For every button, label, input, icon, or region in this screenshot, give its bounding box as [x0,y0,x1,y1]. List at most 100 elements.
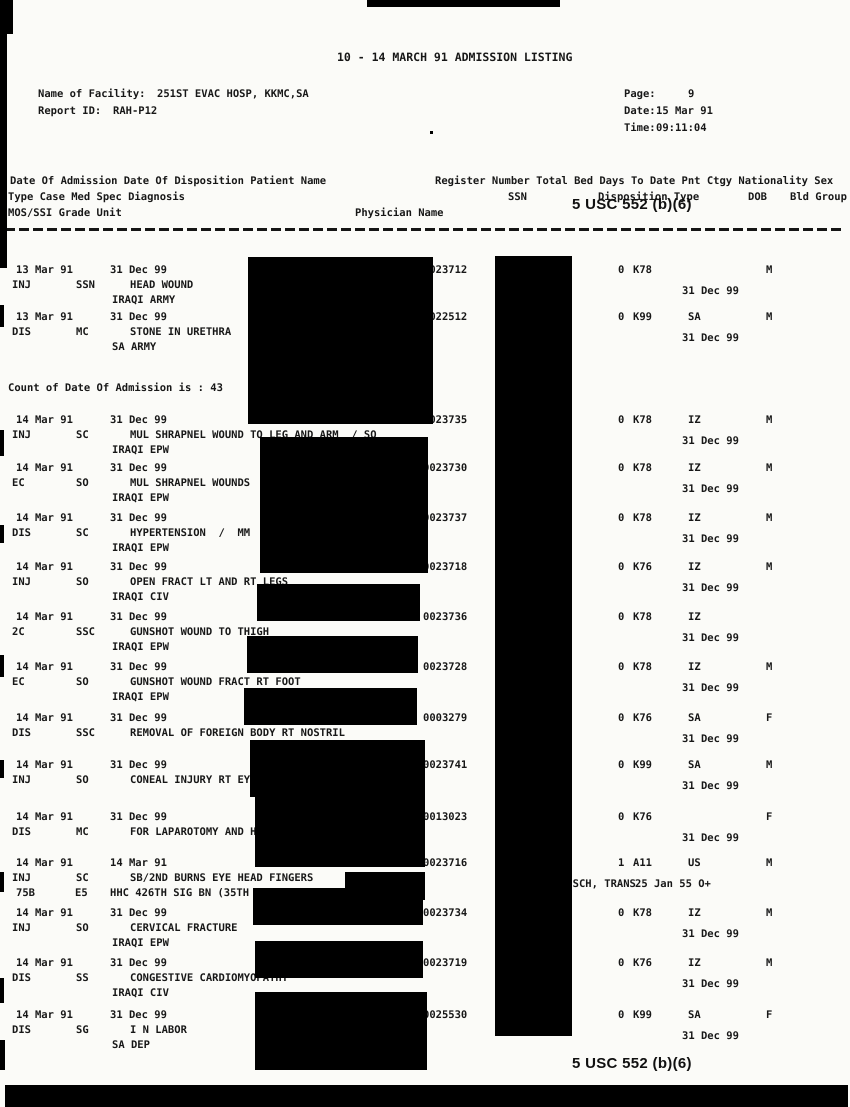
sex: M [766,857,773,869]
column-header-disposition-type: Disposition Type [598,191,700,203]
total-bed-days: 0 [618,1009,625,1021]
register-number: 0013023 [423,811,468,823]
nationality: IZ [688,907,701,919]
page-label: Page: [624,88,656,100]
total-bed-days: 0 [618,907,625,919]
med-spec-code: SSC [76,626,95,638]
admission-date: 14 Mar 91 [16,462,73,474]
patient-category: K76 [633,957,652,969]
type-case-code: 2C [12,626,25,638]
redaction-box [250,740,425,797]
register-number: 0023741 [423,759,468,771]
total-bed-days: 0 [618,264,625,276]
sex: M [766,311,773,323]
time-value: 09:11:04 [656,122,707,134]
type-case-code: INJ [12,576,31,588]
column-header-ssn: SSN [508,191,527,203]
redaction-box [244,688,417,725]
facility-value: 251ST EVAC HOSP, KKMC,SA [157,88,309,100]
sex: M [766,561,773,573]
register-number: 0023712 [423,264,468,276]
date-of-birth: 31 Dec 99 [682,632,739,644]
type-case-code: EC [12,477,25,489]
admission-date: 14 Mar 91 [16,759,73,771]
date-of-birth: 31 Dec 99 [682,533,739,545]
report-id-value: RAH-P12 [113,105,158,117]
register-number: 0023737 [423,512,468,524]
unit-name: IRAQI EPW [112,691,169,703]
dob-blood-group: 25 Jan 55 O+ [635,878,711,890]
sex: M [766,462,773,474]
date-of-birth: 31 Dec 99 [682,978,739,990]
nationality: US [688,857,701,869]
column-header-bld-group: Bld Group [790,191,847,203]
sex: M [766,264,773,276]
register-number: 0023730 [423,462,468,474]
sex: M [766,512,773,524]
med-spec-code: SO [76,774,89,786]
disposition-date: 31 Dec 99 [110,611,167,623]
diagnosis: MUL SHRAPNEL WOUNDS [130,477,251,489]
nationality: IZ [688,957,701,969]
redaction-box [255,941,423,978]
sex: F [766,1009,773,1021]
admission-date: 14 Mar 91 [16,414,73,426]
sex: F [766,712,773,724]
disposition-date: 31 Dec 99 [110,811,167,823]
scan-artifact [0,430,4,456]
redaction-box [255,797,425,867]
total-bed-days: 0 [618,712,625,724]
redaction-box [260,437,428,573]
unit-name: IRAQI EPW [112,641,169,653]
date-of-birth: 31 Dec 99 [682,682,739,694]
diagnosis: CONGESTIVE CARDIOMYOPATHY [130,972,289,984]
column-header-row1-left: Date Of Admission Date Of Disposition Pa… [10,175,327,187]
register-number: 0023719 [423,957,468,969]
nationality: IZ [688,611,701,623]
admission-date: 14 Mar 91 [16,1009,73,1021]
redaction-box [247,636,418,673]
admission-date: 13 Mar 91 [16,311,73,323]
patient-category: K99 [633,1009,652,1021]
register-number: 0003279 [423,712,468,724]
grade: E5 [75,887,88,899]
med-spec-code: SSC [76,727,95,739]
type-case-code: DIS [12,326,31,338]
admission-date: 14 Mar 91 [16,661,73,673]
med-spec-code: SO [76,477,89,489]
med-spec-code: MC [76,326,89,338]
unit-name: IRAQI EPW [112,937,169,949]
type-case-code: DIS [12,972,31,984]
redaction-box [495,256,572,1036]
patient-category: K78 [633,462,652,474]
diagnosis: GUNSHOT WOUND FRACT RT FOOT [130,676,301,688]
type-case-code: DIS [12,727,31,739]
diagnosis: I N LABOR [130,1024,187,1036]
foia-stamp-header: 5 USC 552 (b)(6) [572,196,692,213]
patient-category: K78 [633,414,652,426]
disposition-date: 31 Dec 99 [110,512,167,524]
nationality: IZ [688,561,701,573]
type-case-code: DIS [12,826,31,838]
scan-artifact [0,760,4,778]
med-spec-code: SG [76,1024,89,1036]
scan-artifact [0,305,4,327]
total-bed-days: 0 [618,561,625,573]
total-bed-days: 0 [618,759,625,771]
type-case-code: INJ [12,774,31,786]
patient-category: K76 [633,811,652,823]
med-spec-code: SC [76,527,89,539]
scan-artifact [430,131,433,134]
patient-category: K78 [633,264,652,276]
unit-name: IRAQI CIV [112,987,169,999]
total-bed-days: 1 [618,857,625,869]
med-spec-code: SSN [76,279,95,291]
disposition-type: DISCH, TRANS [560,878,636,890]
admission-date: 14 Mar 91 [16,611,73,623]
total-bed-days: 0 [618,311,625,323]
date-of-birth: 31 Dec 99 [682,483,739,495]
redaction-box [257,584,420,621]
date-of-birth: 31 Dec 99 [682,780,739,792]
admission-date: 14 Mar 91 [16,811,73,823]
unit-name: IRAQI EPW [112,444,169,456]
